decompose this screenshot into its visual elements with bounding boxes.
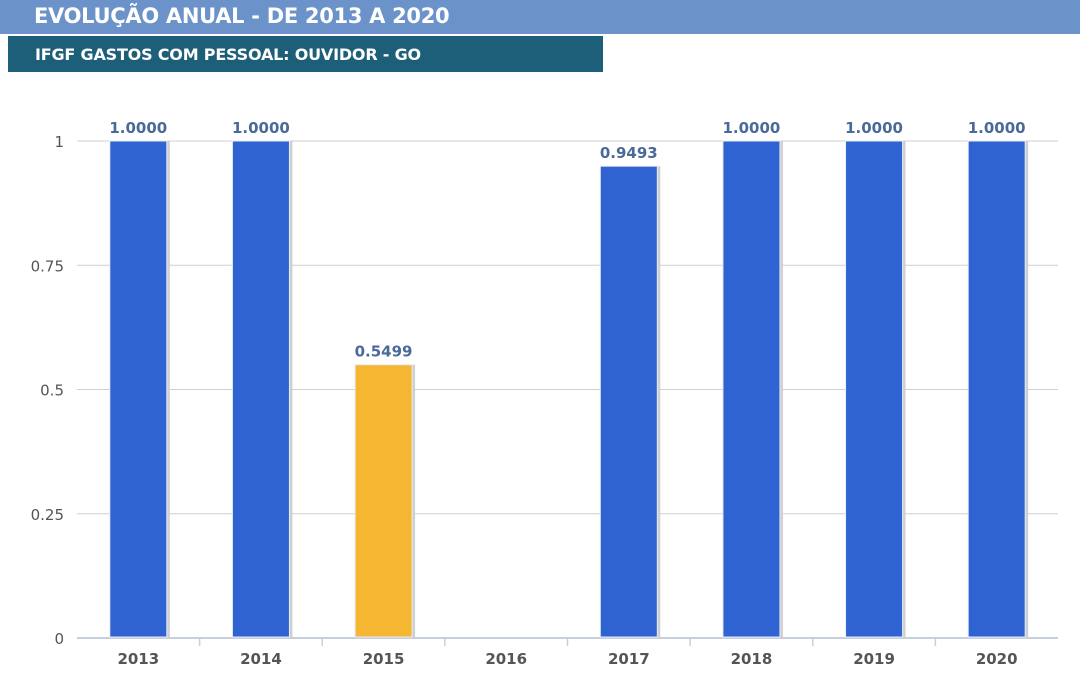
- bar-2020: [967, 140, 1026, 638]
- bar-2015: [354, 364, 413, 638]
- data-label: 0.5499: [355, 343, 413, 361]
- bar-2018: [722, 140, 781, 638]
- bar-2017: [599, 165, 658, 638]
- y-tick-label: 0.75: [31, 257, 64, 275]
- y-tick-label: 0: [54, 630, 64, 648]
- x-tick-label: 2015: [363, 650, 405, 668]
- x-tick-label: 2016: [485, 650, 527, 668]
- data-label: 1.0000: [968, 119, 1026, 137]
- x-tick-label: 2013: [117, 650, 159, 668]
- x-tick-label: 2020: [976, 650, 1018, 668]
- x-tick-label: 2017: [608, 650, 650, 668]
- x-tick-label: 2019: [853, 650, 895, 668]
- data-label: 0.9493: [600, 144, 658, 162]
- data-label: 1.0000: [722, 119, 780, 137]
- y-tick-label: 0.25: [31, 506, 64, 524]
- bar-2013: [109, 140, 168, 638]
- y-tick-label: 1: [54, 133, 64, 151]
- y-tick-label: 0.5: [40, 382, 64, 400]
- x-tick-label: 2014: [240, 650, 282, 668]
- bar-2014: [231, 140, 290, 638]
- x-tick-label: 2018: [731, 650, 773, 668]
- section-title: EVOLUÇÃO ANUAL - DE 2013 A 2020: [0, 0, 1080, 34]
- data-label: 1.0000: [845, 119, 903, 137]
- data-label: 1.0000: [109, 119, 167, 137]
- bar-2019: [845, 140, 904, 638]
- data-label: 1.0000: [232, 119, 290, 137]
- chart-subtitle: IFGF GASTOS COM PESSOAL: OUVIDOR - GO: [8, 36, 603, 72]
